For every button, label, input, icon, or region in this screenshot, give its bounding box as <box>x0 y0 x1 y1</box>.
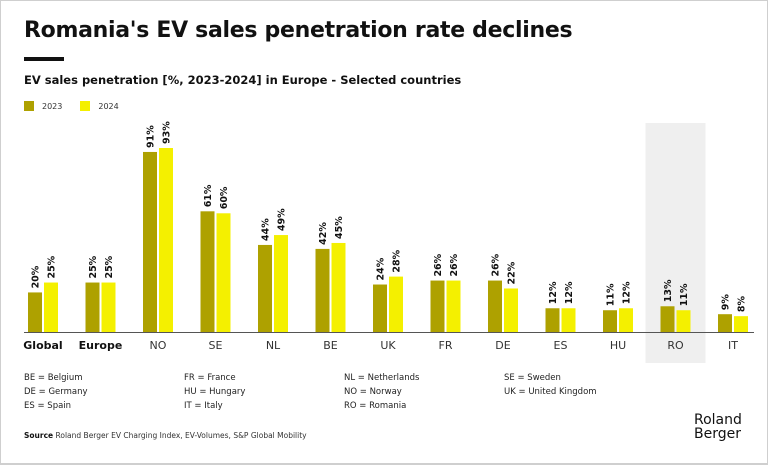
data-label-europe-2023: 25% <box>88 255 99 278</box>
bar-hu-2023 <box>603 310 617 332</box>
abbreviation: UK = United Kingdom <box>504 387 597 397</box>
data-label-se-2024: 60% <box>219 186 230 209</box>
data-label-it-2023: 9% <box>721 294 732 311</box>
bar-uk-2024 <box>389 276 403 332</box>
legend: 2023 2024 <box>24 101 137 111</box>
bar-se-2023 <box>200 211 215 332</box>
abbreviation: DE = Germany <box>24 387 88 397</box>
bar-be-2024 <box>331 242 346 332</box>
bar-no-2023 <box>143 151 157 332</box>
abbreviation: IT = Italy <box>184 401 223 411</box>
data-label-uk-2024: 28% <box>392 249 403 272</box>
bar-europe-2024 <box>101 282 116 332</box>
data-label-uk-2023: 24% <box>376 257 387 280</box>
bar-it-2023 <box>718 314 732 332</box>
bar-global-2024 <box>44 282 58 332</box>
bar-es-2024 <box>561 308 576 332</box>
source-label: Source <box>24 431 54 440</box>
category-label-fr: FR <box>439 339 453 352</box>
category-label-it: IT <box>728 339 738 352</box>
data-label-hu-2023: 11% <box>606 283 617 306</box>
bar-ro-2023 <box>660 306 675 332</box>
bar-uk-2023 <box>373 284 387 332</box>
chart-subtitle: EV sales penetration [%, 2023-2024] in E… <box>24 73 462 87</box>
bar-nl-2023 <box>258 244 272 332</box>
abbreviation-column-4: SE = Sweden UK = United Kingdom <box>504 371 597 399</box>
data-label-fr-2023: 26% <box>433 253 444 276</box>
title-underline <box>24 57 64 61</box>
roland-berger-logo: Roland Berger <box>694 413 742 441</box>
data-label-se-2023: 61% <box>203 184 214 207</box>
data-label-ro-2024: 11% <box>679 283 690 306</box>
bar-fr-2024 <box>446 280 461 332</box>
logo-line-2: Berger <box>694 426 741 442</box>
category-label-nl: NL <box>266 339 281 352</box>
abbreviation-column-2: FR = France HU = Hungary IT = Italy <box>184 371 245 413</box>
abbreviation-column-1: BE = Belgium DE = Germany ES = Spain <box>24 371 88 413</box>
data-label-no-2024: 93% <box>162 121 173 144</box>
bar-nl-2024 <box>274 235 288 332</box>
category-label-be: BE <box>323 339 338 352</box>
abbreviation-column-3: NL = Netherlands NO = Norway RO = Romani… <box>344 371 419 413</box>
data-label-be-2023: 42% <box>318 222 329 245</box>
data-label-hu-2024: 12% <box>622 281 633 304</box>
data-label-nl-2024: 49% <box>277 208 288 231</box>
category-label-se: SE <box>209 339 223 352</box>
abbreviation: ES = Spain <box>24 401 72 411</box>
bar-de-2023 <box>488 280 502 332</box>
bar-it-2024 <box>734 316 748 332</box>
category-label-ro: RO <box>667 339 684 352</box>
legend-label-2024: 2024 <box>98 101 119 111</box>
data-label-nl-2023: 44% <box>261 218 272 241</box>
source-note: Source Roland Berger EV Charging Index, … <box>24 431 307 440</box>
data-label-de-2023: 26% <box>491 253 502 276</box>
data-label-ro-2023: 13% <box>663 279 674 302</box>
abbreviation: SE = Sweden <box>504 373 561 383</box>
data-label-no-2023: 91% <box>146 125 157 148</box>
bar-ro-2024 <box>676 310 691 332</box>
bar-se-2024 <box>216 213 231 332</box>
bar-fr-2023 <box>430 280 445 332</box>
legend-swatch-2023 <box>24 101 34 111</box>
legend-label-2023: 2023 <box>42 101 63 111</box>
category-label-uk: UK <box>380 339 396 352</box>
bar-europe-2023 <box>85 282 100 332</box>
data-label-it-2024: 8% <box>737 296 748 313</box>
category-label-no: NO <box>150 339 167 352</box>
data-label-be-2024: 45% <box>334 216 345 239</box>
data-label-global-2023: 20% <box>31 265 42 288</box>
highlight-band-ro <box>645 123 706 363</box>
data-label-es-2024: 12% <box>564 281 575 304</box>
data-label-global-2024: 25% <box>47 255 58 278</box>
abbreviation: BE = Belgium <box>24 373 83 383</box>
category-label-hu: HU <box>610 339 626 352</box>
category-label-de: DE <box>495 339 510 352</box>
chart-title: Romania's EV sales penetration rate decl… <box>24 18 573 43</box>
abbreviation: NO = Norway <box>344 387 402 397</box>
legend-item-2024: 2024 <box>80 101 119 111</box>
category-label-es: ES <box>554 339 568 352</box>
bar-de-2024 <box>504 288 518 332</box>
category-label-europe: Europe <box>79 339 123 352</box>
data-label-europe-2024: 25% <box>104 255 115 278</box>
logo-line-1: Roland <box>694 412 742 428</box>
data-label-de-2024: 22% <box>507 261 518 284</box>
abbreviation: NL = Netherlands <box>344 373 420 383</box>
bar-no-2024 <box>159 148 173 332</box>
legend-item-2023: 2023 <box>24 101 62 111</box>
data-label-es-2023: 12% <box>548 281 559 304</box>
bar-hu-2024 <box>619 308 633 332</box>
abbreviation: FR = France <box>184 373 236 383</box>
data-label-fr-2024: 26% <box>449 253 460 276</box>
legend-swatch-2024 <box>80 101 91 111</box>
bar-be-2023 <box>315 248 330 332</box>
abbreviation: RO = Romania <box>344 401 407 411</box>
category-label-global: Global <box>23 339 62 352</box>
bar-global-2023 <box>28 292 42 332</box>
bar-es-2023 <box>545 308 560 332</box>
abbreviation: HU = Hungary <box>184 387 246 397</box>
source-text: Roland Berger EV Charging Index, EV-Volu… <box>53 431 307 440</box>
